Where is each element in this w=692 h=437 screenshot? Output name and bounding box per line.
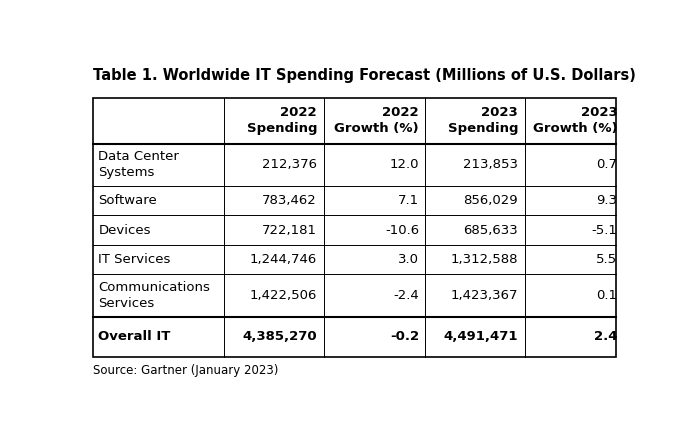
Text: Source: Gartner (January 2023): Source: Gartner (January 2023) [93,364,278,377]
Text: 4,491,471: 4,491,471 [444,330,518,343]
Text: -0.2: -0.2 [390,330,419,343]
Text: 2.4: 2.4 [594,330,617,343]
Text: Data Center
Systems: Data Center Systems [98,150,179,180]
Text: 212,376: 212,376 [262,159,317,171]
Text: 0.7: 0.7 [597,159,617,171]
Text: Overall IT: Overall IT [98,330,171,343]
Text: 2022
Spending: 2022 Spending [246,106,317,135]
Text: 2023
Growth (%): 2023 Growth (%) [533,106,617,135]
Text: -2.4: -2.4 [393,289,419,302]
Text: IT Services: IT Services [98,253,171,266]
Text: 2023
Spending: 2023 Spending [448,106,518,135]
Text: Software: Software [98,194,157,207]
Text: 213,853: 213,853 [463,159,518,171]
Text: 1,244,746: 1,244,746 [250,253,317,266]
Text: 0.1: 0.1 [597,289,617,302]
Text: 4,385,270: 4,385,270 [242,330,317,343]
Text: 1,423,367: 1,423,367 [450,289,518,302]
Text: 1,312,588: 1,312,588 [450,253,518,266]
Text: Table 1. Worldwide IT Spending Forecast (Millions of U.S. Dollars): Table 1. Worldwide IT Spending Forecast … [93,68,636,83]
Text: 685,633: 685,633 [464,224,518,237]
Text: 722,181: 722,181 [262,224,317,237]
Text: 5.5: 5.5 [597,253,617,266]
Text: 1,422,506: 1,422,506 [250,289,317,302]
Text: 7.1: 7.1 [398,194,419,207]
Text: Devices: Devices [98,224,151,237]
Text: 9.3: 9.3 [597,194,617,207]
Text: -10.6: -10.6 [385,224,419,237]
Text: 2022
Growth (%): 2022 Growth (%) [334,106,419,135]
Text: 783,462: 783,462 [262,194,317,207]
Text: -5.1: -5.1 [592,224,617,237]
Text: 12.0: 12.0 [390,159,419,171]
Text: 856,029: 856,029 [464,194,518,207]
Bar [93,98,617,357]
Text: 3.0: 3.0 [398,253,419,266]
Text: Communications
Services: Communications Services [98,281,210,310]
